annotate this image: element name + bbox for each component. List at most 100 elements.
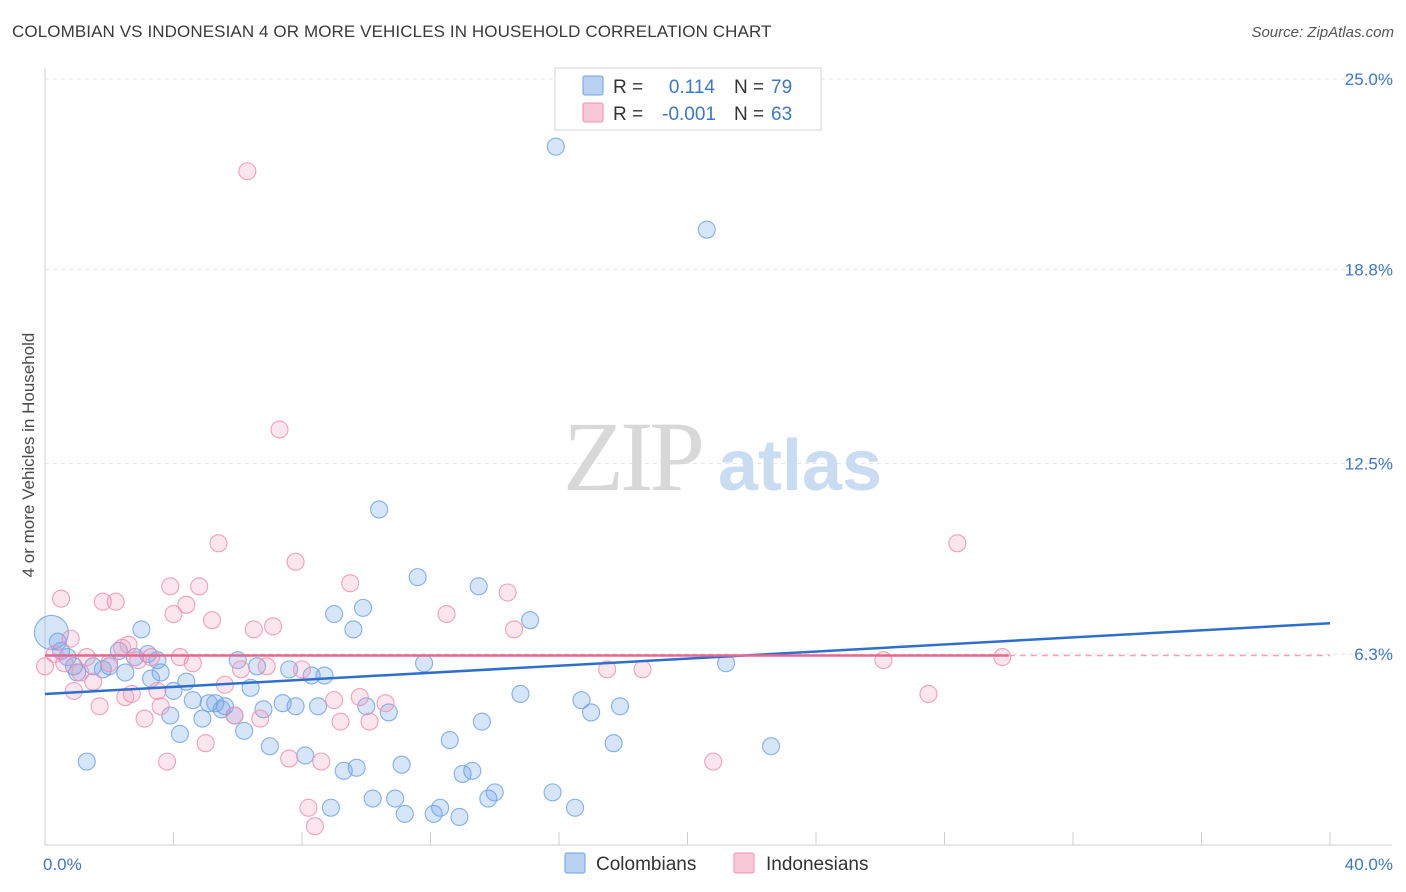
indonesian-point-52 (376, 694, 395, 713)
gridlines (45, 78, 1390, 655)
colombian-point-37 (286, 697, 305, 716)
source-label: Source: ZipAtlas.com (1251, 24, 1394, 41)
indonesian-point-10 (93, 592, 112, 611)
y-tick-labels: 6.3% 12.5% 18.8% 25.0% (1345, 70, 1393, 664)
colombian-point-52 (386, 789, 405, 808)
indonesian-point-57 (633, 660, 652, 679)
colombian-point-73 (582, 703, 601, 722)
colombian-point-67 (511, 684, 530, 704)
x-tick-label-1: 40.0% (1345, 855, 1393, 874)
colombian-point-38 (296, 746, 315, 765)
colombian-point-42 (321, 798, 340, 817)
indonesian-point-23 (161, 577, 180, 596)
y-axis-label: 4 or more Vehicles in Household (19, 333, 38, 578)
colombian-point-70 (546, 137, 565, 156)
colombian-point-75 (610, 697, 630, 716)
colombian-point-27 (215, 697, 234, 716)
colombian-point-59 (440, 731, 459, 750)
colombian-point-71 (566, 798, 585, 817)
colombian-point-43 (325, 604, 344, 624)
colombian-point-6 (77, 752, 96, 771)
colombian-point-45 (344, 620, 363, 639)
indonesian-point-18 (135, 709, 154, 728)
indonesian-point-43 (292, 660, 312, 679)
colombian-point-64 (472, 712, 491, 731)
colombian-point-20 (170, 724, 189, 743)
indonesian-point-26 (177, 595, 196, 614)
indonesian-point-31 (209, 534, 228, 553)
legend-bottom-swatch-indonesians (733, 852, 755, 874)
indonesian-point-54 (498, 583, 517, 602)
colombian-point-11 (116, 663, 135, 682)
watermark-atlas: atlas (718, 426, 882, 506)
indonesian-point-20 (148, 681, 167, 700)
indonesian-point-7 (77, 648, 96, 667)
x-tick-label-0: 0.0% (43, 855, 82, 874)
y-tick-label-2: 18.8% (1345, 261, 1393, 280)
colombian-point-14 (138, 644, 157, 664)
indonesian-point-46 (312, 752, 331, 771)
indonesian-point-35 (238, 162, 257, 181)
legend-r-value-2: -0.001 (662, 104, 716, 125)
indonesian-point-48 (331, 712, 350, 731)
indonesian-point-15 (119, 635, 138, 654)
legend-r-value-1: 0.114 (669, 77, 716, 98)
colombian-point-58 (431, 798, 450, 817)
colombian-point-18 (161, 706, 180, 725)
legend-n-label-2: N = (734, 104, 764, 125)
watermark-zip: ZIP (563, 401, 701, 512)
colombian-point-50 (370, 500, 389, 519)
colombian-point-23 (193, 709, 212, 728)
colombian-point-60 (450, 807, 469, 827)
colombian-point-22 (183, 691, 202, 710)
indonesian-point-3 (55, 654, 74, 673)
indonesian-point-9 (90, 697, 109, 716)
colombian-point-76 (697, 220, 716, 239)
indonesian-point-27 (183, 654, 202, 673)
indonesian-point-62 (993, 648, 1012, 667)
indonesian-point-47 (325, 691, 344, 710)
colombian-point-53 (392, 755, 411, 774)
colombian-point-72 (572, 691, 591, 710)
colombian-point-41 (315, 666, 334, 685)
chart-title: COLOMBIAN VS INDONESIAN 4 OR MORE VEHICL… (12, 22, 772, 41)
indonesian-point-38 (257, 657, 276, 676)
colombian-point-66 (485, 783, 504, 802)
indonesian-point-33 (225, 706, 244, 725)
colombian-point-13 (132, 620, 151, 639)
colombian-point-30 (235, 721, 254, 740)
indonesian-point-4 (61, 629, 80, 648)
colombian-point-61 (453, 764, 472, 783)
legend-bottom-colombians: Colombians (596, 854, 696, 875)
indonesian-point-49 (341, 574, 360, 593)
indonesian-point-50 (350, 687, 369, 707)
colombian-point-48 (357, 697, 376, 716)
indonesian-point-1 (45, 644, 64, 664)
indonesian-point-36 (244, 620, 263, 639)
colombian-point-55 (408, 568, 427, 587)
colombian-point-78 (761, 737, 781, 756)
indonesian-point-22 (158, 752, 177, 771)
indonesian-point-37 (251, 709, 270, 728)
colombian-point-69 (543, 783, 562, 802)
indonesian-point-51 (360, 712, 379, 731)
y-tick-label-1: 12.5% (1345, 454, 1393, 473)
indonesian-point-0 (35, 657, 55, 676)
legend-bottom: Colombians Indonesians (564, 852, 868, 875)
colombian-point-56 (415, 654, 434, 673)
indonesian-point-34 (231, 660, 251, 679)
indonesian-point-19 (141, 648, 161, 667)
colombian-point-36 (280, 660, 299, 679)
colombian-point-34 (260, 737, 279, 756)
legend-swatch-colombians (582, 75, 604, 96)
legend-r-label-1: R = (613, 77, 643, 98)
x-tick-labels: 0.0% 40.0% (43, 855, 1393, 874)
y-tick-label-0: 6.3% (1354, 645, 1393, 664)
colombian-point-74 (604, 734, 623, 753)
indonesian-point-11 (100, 654, 119, 673)
colombian-point-46 (347, 758, 366, 777)
colombian-point-54 (395, 804, 414, 823)
indonesian-point-56 (598, 660, 617, 679)
colombian-point-17 (151, 663, 170, 682)
